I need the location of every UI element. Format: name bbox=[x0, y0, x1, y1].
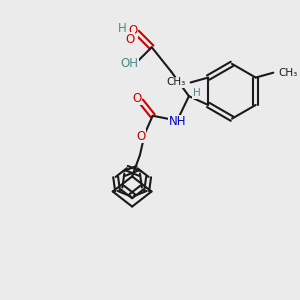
Text: CH₃: CH₃ bbox=[278, 68, 298, 78]
Text: NH: NH bbox=[168, 115, 186, 128]
Text: O: O bbox=[132, 92, 142, 105]
Text: O: O bbox=[136, 130, 146, 143]
Text: H: H bbox=[193, 88, 201, 98]
Text: CH₃: CH₃ bbox=[167, 77, 186, 88]
Text: O: O bbox=[128, 24, 138, 37]
Text: H: H bbox=[118, 22, 127, 35]
Text: O: O bbox=[126, 33, 135, 46]
Text: OH: OH bbox=[120, 57, 138, 70]
